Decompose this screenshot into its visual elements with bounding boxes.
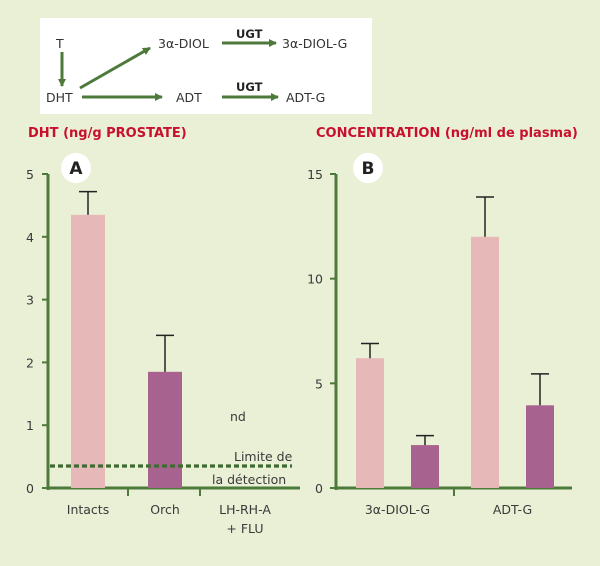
chart-b: B 0 5 10 15 3α-DIOL-G ADT-G <box>307 153 572 517</box>
chart-b-bar <box>411 445 439 488</box>
chart-b-bar <box>471 236 499 488</box>
chart-a-x-label: Orch <box>150 502 180 517</box>
chart-a-y-tick-label: 2 <box>26 355 34 370</box>
chart-b-bar <box>526 405 554 488</box>
chart-a-x-label: Intacts <box>67 502 109 517</box>
chart-a-x-label: LH-RH-A <box>219 502 271 517</box>
badge-a-circle <box>61 153 91 183</box>
chart-a-bar <box>148 371 182 488</box>
detection-label-2: la détection <box>212 472 286 487</box>
chart-a-y-tick-label: 4 <box>26 230 34 245</box>
panel-a-title: DHT (ng/g PROSTATE) <box>28 126 187 141</box>
chart-b-y-tick-label: 5 <box>315 376 323 391</box>
scheme-ugt-bottom: UGT <box>236 80 263 94</box>
scheme-adt-g: ADT-G <box>286 90 325 105</box>
metabolism-scheme: T DHT 3α-DIOL 3α-DIOL-G ADT ADT-G UGT UG… <box>40 18 372 114</box>
arrow-dht-diol <box>79 46 151 90</box>
chart-a: A nd Limite de la détection 0 1 2 3 4 5 Intact… <box>26 153 300 536</box>
detection-label-1: Limite de <box>234 449 293 464</box>
chart-b-x-label: 3α-DIOL-G <box>365 502 430 517</box>
panel-b-title: CONCENTRATION (ng/ml de plasma) <box>316 126 578 141</box>
chart-b-y-tick-label: 15 <box>307 167 323 182</box>
scheme-adt: ADT <box>176 90 202 105</box>
chart-a-y-tick-label: 0 <box>26 481 34 496</box>
chart-a-bar <box>71 214 105 488</box>
not-detected-label: nd <box>230 409 246 424</box>
scheme-ugt-top: UGT <box>236 27 263 41</box>
chart-a-y-tick-label: 5 <box>26 167 34 182</box>
scheme-diol-g: 3α-DIOL-G <box>282 36 347 51</box>
badge-a: A <box>69 159 83 179</box>
chart-a-y-tick-label: 3 <box>26 293 34 308</box>
chart-a-y-tick-label: 1 <box>26 418 34 433</box>
chart-b-y-tick-label: 10 <box>307 272 323 287</box>
chart-b-y-tick-label: 0 <box>315 481 323 496</box>
badge-b-circle <box>353 153 383 183</box>
scheme-t: T <box>55 36 64 51</box>
chart-a-x-sublabel: + FLU <box>226 521 263 536</box>
badge-b: B <box>362 159 375 179</box>
scheme-dht: DHT <box>46 90 73 105</box>
scheme-diol: 3α-DIOL <box>158 36 209 51</box>
chart-b-bar <box>356 358 384 488</box>
chart-b-x-label: ADT-G <box>493 502 532 517</box>
